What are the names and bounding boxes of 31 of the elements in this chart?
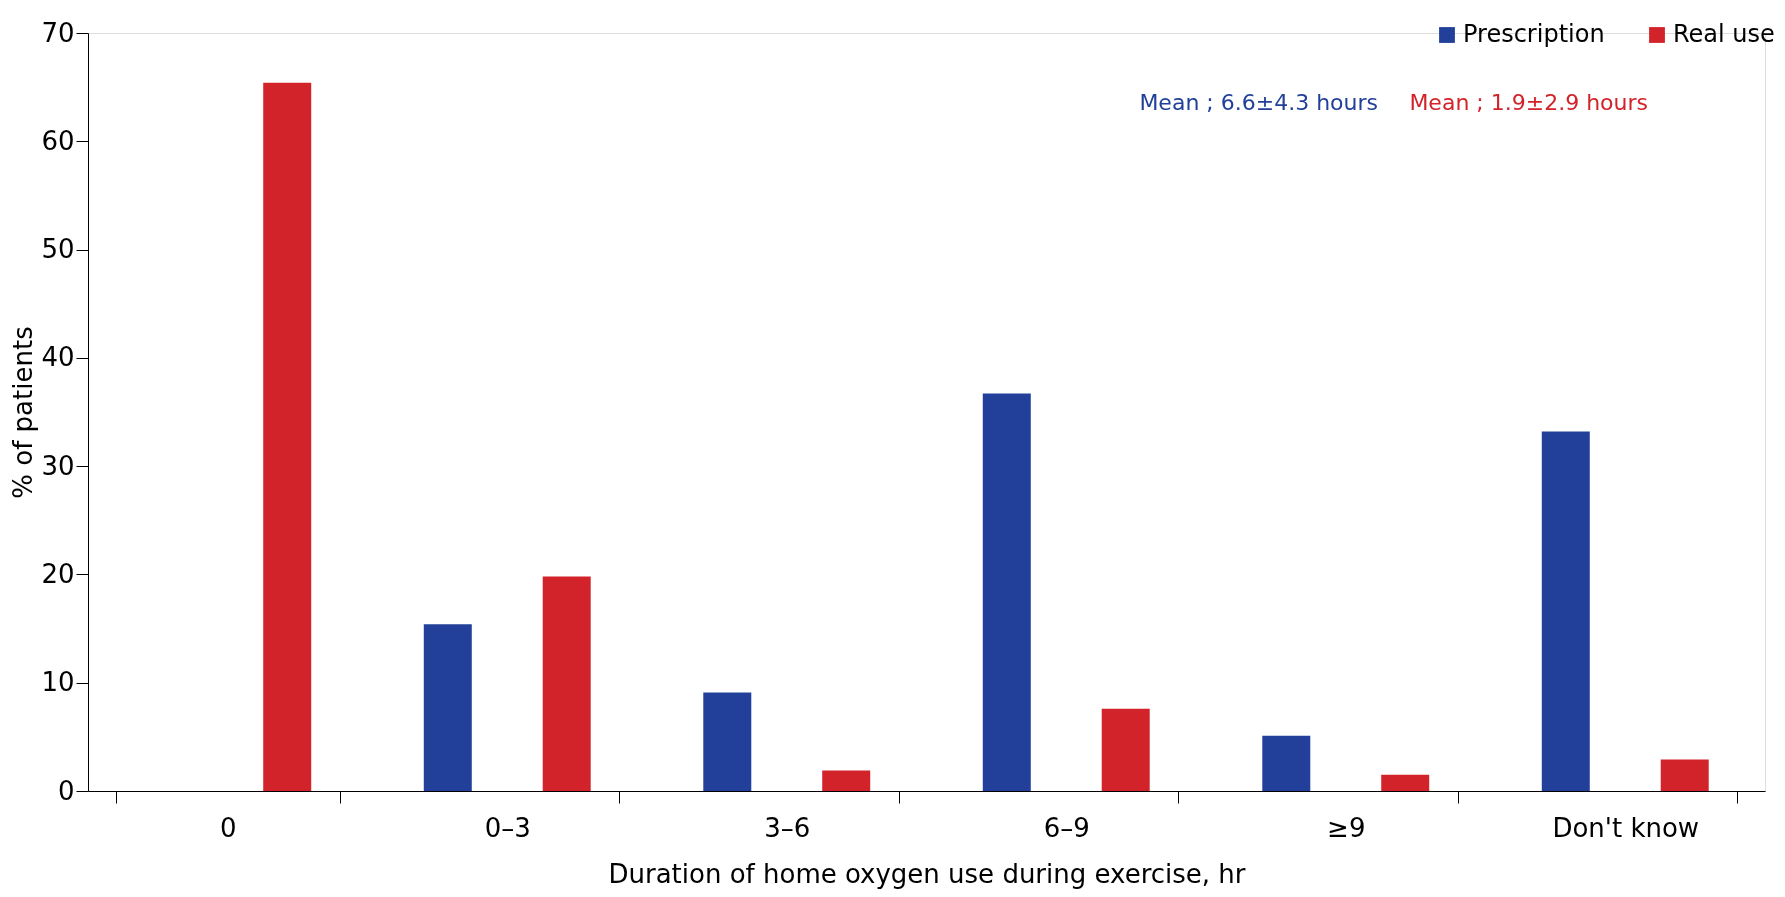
x-tick-label: Don't know [1552,812,1700,843]
annotation: Mean ; 6.6±4.3 hours [1139,90,1378,115]
x-tick-label: 0–3 [484,812,531,843]
bar [423,624,472,791]
bar [542,576,591,791]
y-tick-label: 0 [57,775,75,806]
x-tick-label: 6–9 [1043,812,1090,843]
x-tick-label: 3–6 [764,812,811,843]
annotation: Mean ; 1.9±2.9 hours [1409,90,1648,115]
bar [1660,759,1709,791]
bar [703,692,752,791]
bar [1541,431,1590,791]
bar [1381,774,1430,791]
y-tick-label: 10 [41,667,75,698]
legend-label: Prescription [1463,20,1605,48]
legend-label: Real use [1673,20,1775,48]
x-tick-label: ≥9 [1327,812,1366,843]
bar [1262,735,1311,791]
y-tick-label: 50 [41,234,75,265]
y-tick-label: 30 [41,450,75,481]
y-tick-label: 20 [41,558,75,589]
bar [1101,708,1150,791]
y-axis-title: % of patients [8,326,39,499]
y-tick-label: 40 [41,342,75,373]
bar [822,770,871,791]
y-tick-label: 60 [41,125,75,156]
x-axis-title: Duration of home oxygen use during exercise, hr [608,858,1246,889]
bar [263,82,312,791]
x-tick-label: 0 [219,812,237,843]
bar [982,393,1031,791]
y-tick-label: 70 [41,17,75,48]
